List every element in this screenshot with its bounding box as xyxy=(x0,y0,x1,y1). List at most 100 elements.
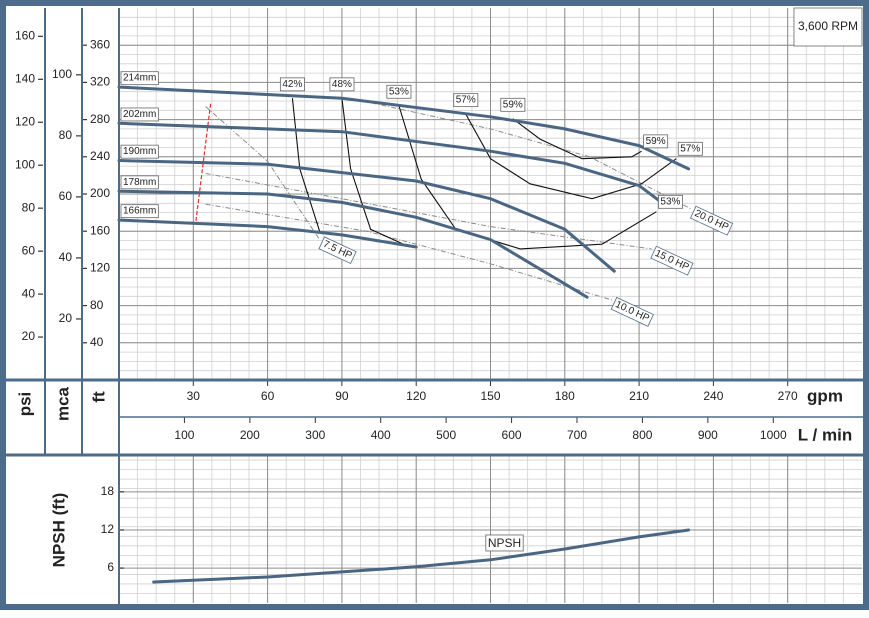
y-tick-label: 280 xyxy=(90,112,110,126)
gpm-axis-label: gpm xyxy=(807,386,843,405)
series-label-box xyxy=(120,107,159,122)
y-tick-label: 360 xyxy=(90,37,110,51)
y2-tick-label: 100 xyxy=(52,67,72,81)
x2-tick-label: 1000 xyxy=(760,428,787,442)
power-label-box xyxy=(689,205,734,236)
y-tick-label: 80 xyxy=(90,298,104,312)
x-tick-label: 240 xyxy=(703,389,723,403)
efficiency-label-group: 57% xyxy=(453,93,479,108)
x2-tick-label: 800 xyxy=(632,428,652,442)
efficiency-label-group: 57% xyxy=(677,141,703,156)
x2-tick-label: 400 xyxy=(371,428,391,442)
efficiency-label-box xyxy=(677,141,703,156)
npsh-axis-label: NPSH (ft) xyxy=(49,493,68,568)
y3-tick-label: 80 xyxy=(22,200,36,214)
y2-tick-label: 80 xyxy=(59,128,73,142)
y-tick-label: 240 xyxy=(90,149,110,163)
psi-axis-label: psi xyxy=(15,392,34,417)
efficiency-label-group: 53% xyxy=(386,84,412,99)
y2-tick-label: 60 xyxy=(59,189,73,203)
series-label-group: 178mm xyxy=(120,175,159,190)
x-tick-label: 30 xyxy=(187,389,201,403)
series-label-box xyxy=(120,144,159,159)
y-tick-label: 40 xyxy=(90,335,104,349)
y2-tick-label: 40 xyxy=(59,250,73,264)
x-tick-label: 150 xyxy=(480,389,500,403)
x2-tick-label: 900 xyxy=(698,428,718,442)
efficiency-label: 57% xyxy=(680,143,700,154)
y2-tick-label: 20 xyxy=(59,311,73,325)
lmin-axis-label: L / min xyxy=(798,425,852,444)
min-flow-line xyxy=(195,103,212,222)
x-tick-label: 270 xyxy=(778,389,798,403)
efficiency-label-group: 59% xyxy=(643,134,669,149)
annotation: 3,600 RPM xyxy=(798,19,858,33)
annotation-box xyxy=(793,7,863,47)
x-tick-label: 180 xyxy=(555,389,575,403)
series-label-box xyxy=(120,175,159,190)
series-label-group: 190mm xyxy=(120,144,159,159)
efficiency-label: 57% xyxy=(456,95,476,106)
efficiency-label: 48% xyxy=(332,79,352,90)
series-label: 178mm xyxy=(123,177,156,188)
y-tick-label: 6 xyxy=(107,560,114,574)
efficiency-label-group: 53% xyxy=(658,194,683,209)
power-label-box xyxy=(650,245,694,276)
y3-tick-label: 40 xyxy=(22,286,36,300)
efficiency-label: 53% xyxy=(660,196,680,207)
x-tick-label: 60 xyxy=(261,389,275,403)
x-tick-label: 120 xyxy=(406,389,426,403)
series-line xyxy=(117,121,666,206)
series-label-box xyxy=(485,534,524,552)
y3-tick-label: 120 xyxy=(15,114,35,128)
power-line xyxy=(205,106,321,240)
mca-axis-label: mca xyxy=(53,386,72,421)
efficiency-label: 59% xyxy=(646,136,666,147)
series-label: 214mm xyxy=(123,73,156,84)
series-label: 190mm xyxy=(123,146,156,157)
power-label-box xyxy=(318,236,357,265)
efficiency-label-group: 48% xyxy=(329,77,355,92)
series-line xyxy=(117,218,418,249)
series-line xyxy=(152,528,691,584)
series-line xyxy=(117,159,616,273)
series-label-box xyxy=(120,204,159,219)
series-label-group: 166mm xyxy=(120,204,159,219)
x2-tick-label: 100 xyxy=(174,428,194,442)
efficiency-label-box xyxy=(329,77,355,92)
y3-tick-label: 60 xyxy=(22,243,36,257)
y-tick-label: 18 xyxy=(101,484,115,498)
power-line xyxy=(205,173,652,250)
x-tick-label: 210 xyxy=(629,389,649,403)
power-label-box xyxy=(610,296,654,327)
power-line xyxy=(371,102,692,210)
efficiency-label-group: 59% xyxy=(500,97,526,112)
efficiency-label-box xyxy=(386,84,412,99)
series-label-box xyxy=(120,71,159,86)
efficiency-label: 59% xyxy=(503,99,523,110)
x2-tick-label: 500 xyxy=(436,428,456,442)
efficiency-label-box xyxy=(500,97,526,112)
x2-tick-label: 600 xyxy=(502,428,522,442)
y3-tick-label: 20 xyxy=(22,329,36,343)
efficiency-label-box xyxy=(643,134,669,149)
efficiency-label-box xyxy=(658,194,683,209)
y-tick-label: 120 xyxy=(90,261,110,275)
power-line xyxy=(205,203,613,301)
ft-axis-label: ft xyxy=(89,391,108,403)
efficiency-label-box xyxy=(279,77,305,92)
x2-tick-label: 200 xyxy=(240,428,260,442)
series-label: 202mm xyxy=(123,109,156,120)
y-tick-label: 12 xyxy=(101,522,115,536)
series-label: NPSH xyxy=(488,536,521,550)
grid-layer xyxy=(119,8,862,603)
series-label-group: NPSH xyxy=(485,534,524,552)
annotation-group: 3,600 RPM xyxy=(793,7,863,47)
y-tick-label: 320 xyxy=(90,75,110,89)
y-tick-label: 160 xyxy=(90,223,110,237)
y3-tick-label: 140 xyxy=(15,71,35,85)
x2-tick-label: 300 xyxy=(305,428,325,442)
efficiency-curve xyxy=(512,118,642,160)
